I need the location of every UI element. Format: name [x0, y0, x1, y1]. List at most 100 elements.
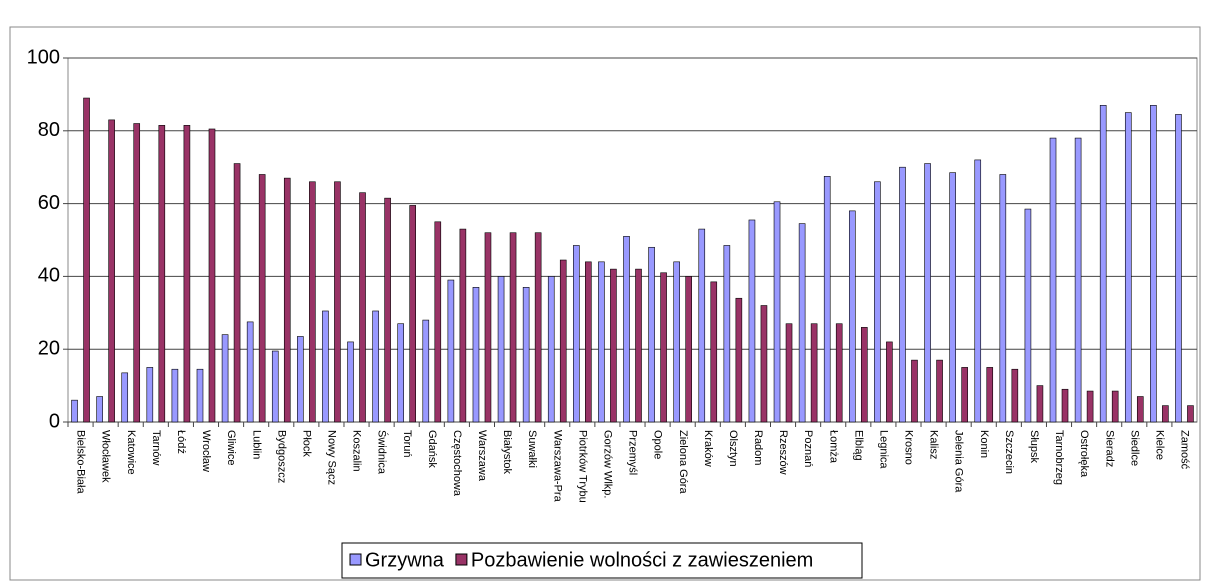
- legend-box: [341, 542, 863, 579]
- bar: [949, 172, 956, 423]
- bar: [183, 125, 191, 423]
- x-tick-label: Piotrków Trybu: [576, 430, 588, 503]
- x-tick-label: Słupsk: [1028, 430, 1040, 464]
- bar: [171, 368, 179, 423]
- x-tick-label: Olsztyn: [727, 430, 739, 467]
- bar: [221, 334, 229, 423]
- bar: [848, 210, 856, 423]
- x-tick-label: Łódź: [175, 430, 187, 454]
- x-tick-label: Toruń: [401, 430, 413, 458]
- x-tick-label: Gdańsk: [426, 430, 438, 468]
- bar: [1111, 390, 1119, 423]
- x-tick-label: Łomża: [827, 430, 839, 464]
- bar: [773, 201, 781, 423]
- x-tick-label: Suwałki: [526, 430, 538, 468]
- bar: [1011, 368, 1019, 423]
- x-tick-label: Szczecin: [1003, 430, 1015, 474]
- x-tick-label: Nowy Sącz: [326, 430, 338, 485]
- bar: [108, 119, 115, 423]
- bar: [911, 359, 918, 423]
- bar: [1150, 105, 1157, 423]
- bar: [347, 341, 354, 423]
- bar: [422, 319, 430, 423]
- bar: [974, 159, 982, 423]
- x-tick-label: Jelenia Góra: [953, 430, 965, 493]
- x-tick-label: Gorzów Wlkp.: [602, 430, 614, 498]
- bar: [748, 219, 756, 423]
- y-tick-label: 80: [38, 119, 60, 141]
- bar: [397, 323, 405, 423]
- x-tick-label: Siedlce: [1128, 430, 1140, 466]
- legend-label: Pozbawienie wolności z zawieszeniem: [471, 549, 813, 571]
- bar: [1187, 405, 1194, 423]
- bar: [71, 399, 78, 423]
- bar: [258, 174, 266, 423]
- bar: [785, 323, 793, 423]
- bar: [1036, 385, 1044, 423]
- bar: [509, 232, 517, 423]
- x-tick-label: Włocławek: [100, 430, 112, 483]
- bar: [810, 323, 818, 423]
- bar: [1049, 137, 1057, 423]
- bar: [233, 163, 241, 423]
- x-tick-label: Tarnów: [150, 430, 162, 466]
- bar: [359, 192, 366, 423]
- legend-label: Grzywna: [365, 549, 445, 571]
- x-tick-label: Gliwice: [225, 430, 237, 465]
- x-tick-label: Rzeszów: [777, 430, 789, 475]
- bar: [208, 128, 216, 423]
- y-tick-label: 20: [38, 337, 60, 359]
- bar: [322, 310, 329, 423]
- bar: [1175, 114, 1182, 423]
- bar: [1074, 137, 1082, 423]
- bar: [673, 261, 680, 423]
- bar: [146, 367, 154, 423]
- bar: [121, 372, 129, 423]
- y-tick-label: 100: [27, 46, 60, 68]
- bar: [547, 276, 555, 423]
- bar: [384, 197, 391, 423]
- bar: [297, 336, 304, 423]
- bar: [710, 281, 718, 423]
- bar: [447, 279, 455, 423]
- bar: [936, 359, 943, 423]
- bar: [434, 221, 442, 423]
- bar: [158, 125, 166, 423]
- bar: [573, 245, 580, 423]
- bar: [497, 276, 505, 423]
- y-tick-label: 40: [38, 265, 60, 287]
- bar: [698, 228, 706, 423]
- bar: [1136, 396, 1144, 423]
- bar: [610, 268, 617, 423]
- x-tick-label: Kalisz: [928, 430, 940, 459]
- bar: [648, 246, 655, 423]
- x-tick-label: Sieradz: [1103, 430, 1115, 467]
- bar: [1061, 388, 1069, 423]
- x-tick-label: Częstochowa: [451, 430, 463, 497]
- bar: [96, 396, 103, 423]
- bar: [534, 232, 542, 423]
- bar: [83, 97, 90, 423]
- bar: [334, 181, 341, 423]
- x-tick-label: Lublin: [250, 430, 262, 459]
- bar: [899, 166, 906, 423]
- bar: [309, 181, 316, 423]
- x-tick-label: Krosno: [903, 430, 915, 465]
- bar: [283, 177, 291, 423]
- bar: [623, 236, 630, 423]
- x-tick-label: Zielona Góra: [677, 430, 689, 494]
- bar: [986, 367, 994, 423]
- bar: [660, 272, 667, 423]
- bar: [735, 297, 743, 423]
- bar: [585, 261, 592, 423]
- x-tick-label: Katowice: [125, 430, 137, 475]
- x-tick-label: Warszawa: [476, 430, 488, 482]
- bar: [723, 245, 731, 423]
- x-tick-label: Legnica: [877, 430, 889, 469]
- x-tick-label: Zamość: [1179, 430, 1191, 470]
- bar: [409, 205, 417, 423]
- bar: [1024, 208, 1032, 423]
- plot-area: [67, 57, 1198, 423]
- x-tick-label: Bielsko-Biała: [75, 430, 87, 494]
